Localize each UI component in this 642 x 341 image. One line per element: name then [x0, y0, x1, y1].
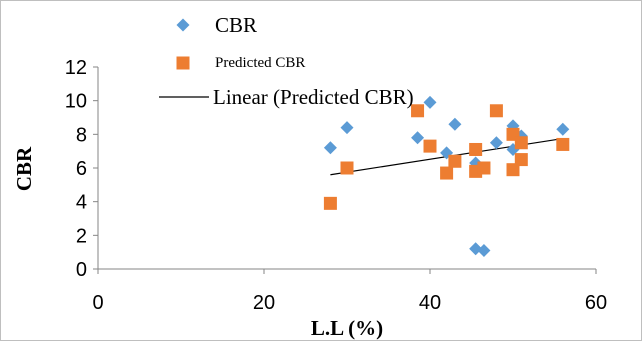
cbr-point	[423, 95, 437, 109]
y-tick-label: 6	[76, 158, 87, 180]
predicted-cbr-point	[423, 139, 437, 153]
predicted-cbr-point	[440, 166, 454, 180]
cbr-point	[323, 141, 337, 155]
axes: 0 2 4 6 8 10 12 0 20 40 60	[65, 57, 607, 314]
x-axis-title: L.L (%)	[311, 316, 383, 340]
predicted-cbr-point	[514, 136, 528, 150]
cbr-point	[556, 122, 570, 136]
cbr-point	[477, 243, 491, 257]
y-tick-label: 2	[76, 225, 87, 247]
y-tick-label: 12	[65, 57, 87, 79]
predicted-cbr-point	[477, 161, 491, 175]
predicted-cbr-point	[506, 163, 520, 177]
cbr-point	[411, 131, 425, 145]
y-tick-label: 8	[76, 124, 87, 146]
cbr-point	[489, 136, 503, 150]
marks-layer	[323, 95, 570, 257]
predicted-cbr-point	[411, 104, 425, 118]
x-tick-label: 40	[419, 292, 441, 314]
predicted-cbr-point	[514, 153, 528, 167]
y-tick-label: 10	[65, 91, 87, 113]
legend-predicted-label: Predicted CBR	[215, 55, 305, 71]
legend-predicted-marker	[176, 56, 190, 70]
legend-linear-label: Linear (Predicted CBR)	[213, 85, 414, 109]
y-tick-label: 4	[76, 192, 87, 214]
legend-cbr-label: CBR	[215, 13, 257, 37]
predicted-cbr-point	[323, 196, 337, 210]
x-tick-label: 0	[92, 292, 103, 314]
cbr-point	[506, 119, 520, 133]
predicted-cbr-point	[469, 142, 483, 156]
cbr-point	[448, 117, 462, 131]
legend: CBR Predicted CBR Linear (Predicted CBR)	[159, 13, 414, 109]
predicted-cbr-point	[340, 161, 354, 175]
x-tick-label: 20	[253, 292, 275, 314]
x-tick-label: 60	[585, 292, 607, 314]
cbr-point	[469, 242, 483, 256]
predicted-cbr-point	[448, 154, 462, 168]
legend-cbr-marker	[176, 18, 190, 32]
predicted-cbr-point	[556, 137, 570, 151]
cbr-point	[340, 121, 354, 135]
predicted-cbr-point	[489, 104, 503, 118]
y-tick-label: 0	[76, 259, 87, 281]
y-axis-title: CBR	[12, 146, 36, 191]
